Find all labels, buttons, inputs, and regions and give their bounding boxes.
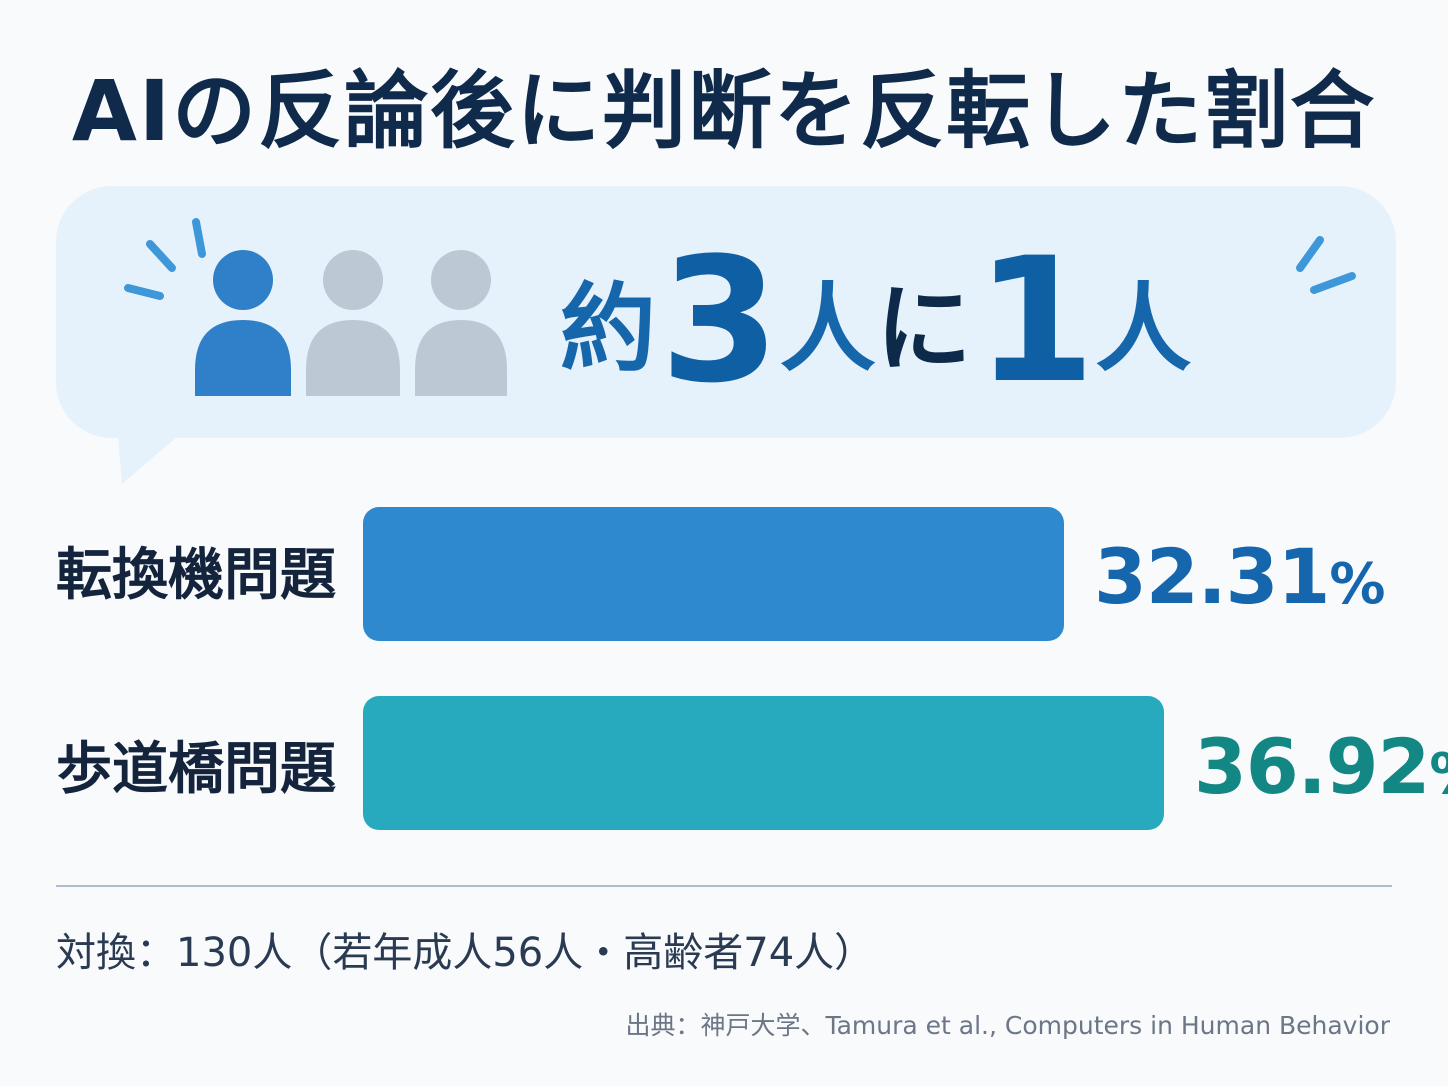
callout-number-1: 3 bbox=[660, 219, 780, 421]
callout-mid-2: に bbox=[875, 272, 972, 385]
person-muted-icon bbox=[306, 250, 400, 396]
callout-suffix: 人 bbox=[1095, 272, 1192, 385]
data-label-value-2: 36.92 bbox=[1194, 722, 1430, 811]
bar bbox=[363, 507, 1064, 641]
people-icon bbox=[124, 218, 507, 396]
callout-prefix: 約 bbox=[560, 272, 656, 385]
category-label: 転換機問題 bbox=[56, 543, 336, 608]
divider bbox=[56, 885, 1392, 887]
callout-bubble-tail bbox=[118, 436, 178, 484]
callout-text: 約 3 人 に 1 人 bbox=[560, 219, 1192, 421]
bar-2 bbox=[363, 696, 1164, 830]
data-label-unit: % bbox=[1329, 552, 1385, 617]
sample-note: 対換：130人（若年成人56人・高齢者74人） bbox=[56, 930, 875, 976]
person-highlight-icon bbox=[195, 250, 291, 396]
chart-title: AIの反論後に判断を反転した割合 bbox=[71, 62, 1377, 160]
spark-lines-left-icon bbox=[124, 218, 206, 300]
data-label: 32.31% bbox=[1094, 532, 1386, 630]
data-label-unit-2: % bbox=[1429, 742, 1448, 807]
spark-lines-right-icon bbox=[1296, 236, 1356, 294]
category-label-2: 歩道橋問題 bbox=[56, 737, 336, 802]
source-citation: 出典：神戸大学、Tamura et al., Computers in Huma… bbox=[625, 1011, 1390, 1040]
person-muted-icon-2 bbox=[415, 250, 507, 396]
data-label-2: 36.92% bbox=[1194, 722, 1448, 820]
callout-number-2: 1 bbox=[975, 219, 1096, 421]
data-label-value: 32.31 bbox=[1094, 532, 1330, 621]
callout-mid-1: 人 bbox=[779, 272, 876, 385]
